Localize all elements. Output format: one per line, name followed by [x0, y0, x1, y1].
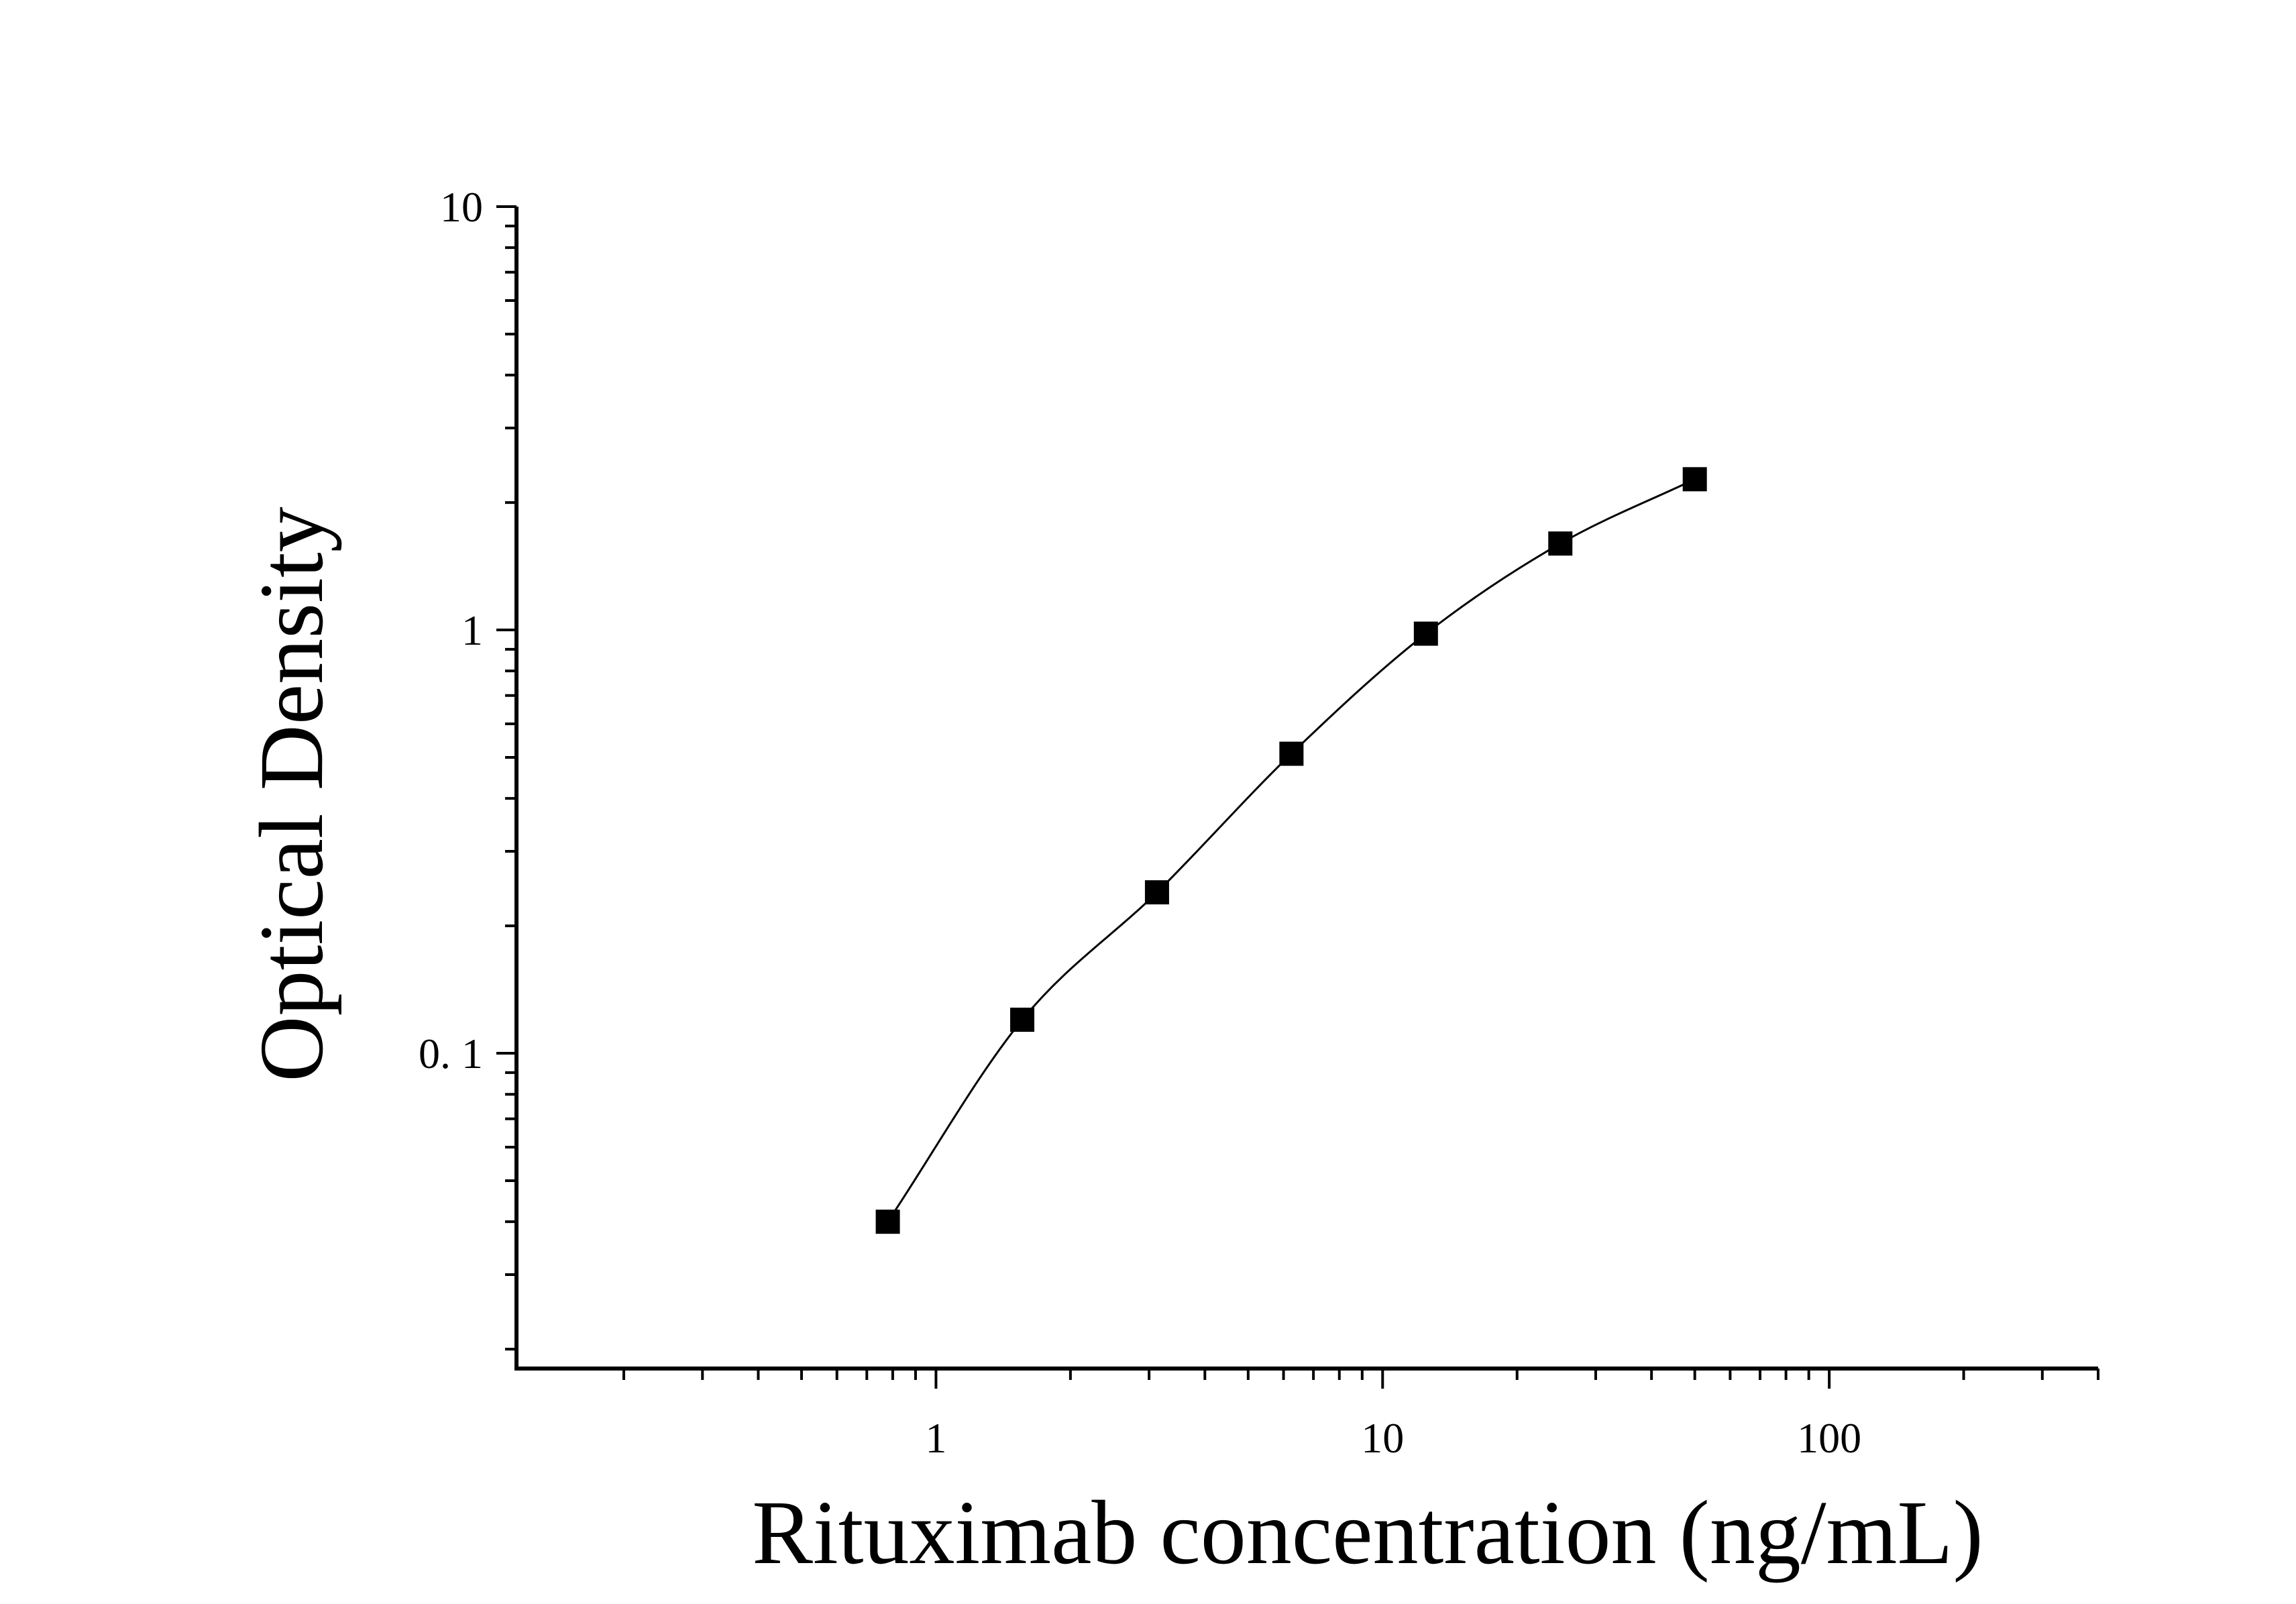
y-tick-label: 10 — [440, 183, 483, 231]
data-point — [1144, 880, 1169, 905]
fit-curve-layer — [887, 478, 1696, 1223]
data-point — [1010, 1008, 1035, 1032]
data-points-layer — [875, 467, 1707, 1234]
y-ticks: 0. 1 1 10 — [419, 183, 516, 1351]
y-tick-label: 0. 1 — [419, 1030, 483, 1077]
data-point — [1548, 531, 1573, 556]
x-tick-label: 10 — [1361, 1414, 1404, 1462]
x-tick-label: 1 — [925, 1414, 946, 1462]
x-ticks: 1 10 100 — [622, 1369, 2099, 1462]
x-tick-label: 100 — [1797, 1414, 1861, 1462]
data-point — [1682, 467, 1707, 492]
x-axis-title: Rituximab concentration (ng/mL) — [752, 1483, 1983, 1583]
axes-layer — [514, 207, 2098, 1371]
data-point — [875, 1210, 900, 1234]
y-tick-label: 1 — [461, 606, 483, 654]
y-axis-title: Optical Density — [241, 506, 342, 1081]
data-point — [1413, 621, 1438, 646]
fit-curve — [887, 478, 1696, 1223]
data-point — [1279, 741, 1304, 766]
